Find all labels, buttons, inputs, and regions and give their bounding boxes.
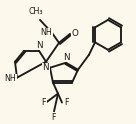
Text: O: O xyxy=(72,29,79,38)
Text: N: N xyxy=(42,63,49,72)
Text: F: F xyxy=(41,98,46,107)
Text: NH: NH xyxy=(4,74,16,83)
Text: N: N xyxy=(36,41,42,50)
Text: N: N xyxy=(63,53,69,62)
Text: CH₃: CH₃ xyxy=(29,7,43,16)
Text: F: F xyxy=(52,112,56,122)
Text: NH: NH xyxy=(40,28,52,37)
Text: F: F xyxy=(64,98,69,107)
